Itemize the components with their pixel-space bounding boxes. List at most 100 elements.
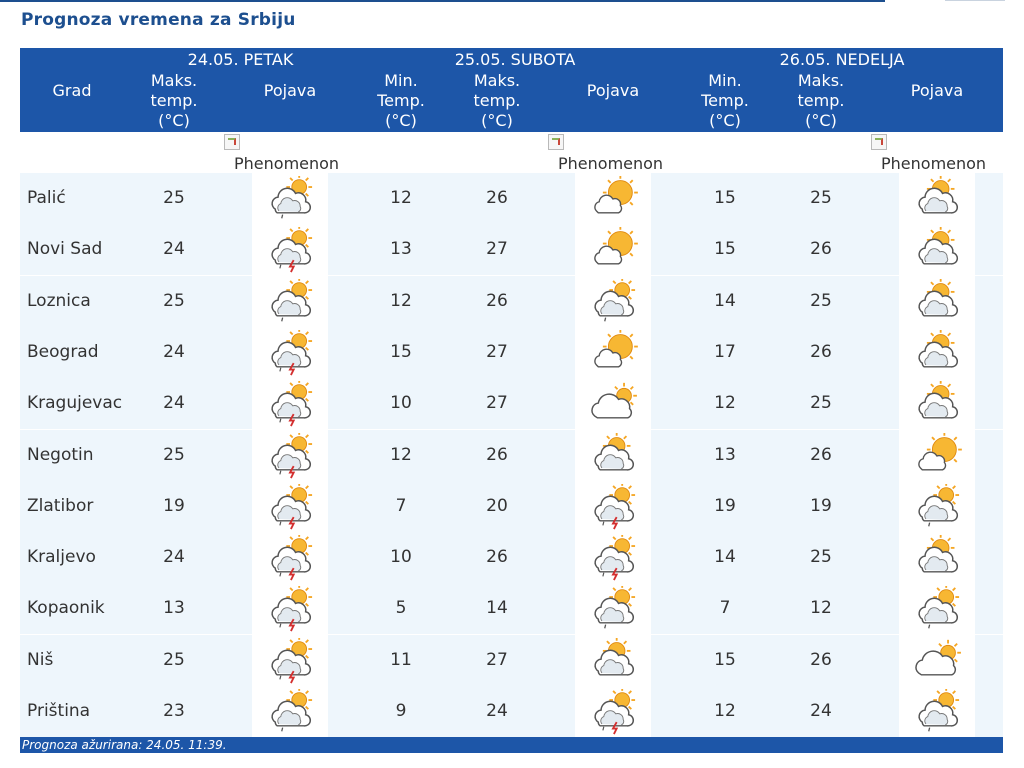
header-max-day3: Maks. temp. (°C): [797, 71, 845, 130]
row-background: [328, 480, 575, 532]
table-row: Zlatibor 19 7 20 19 19: [20, 480, 1003, 532]
day2-max-temp: 27: [486, 393, 508, 414]
row-background: [20, 275, 252, 327]
row-background: [20, 224, 252, 276]
day2-max-temp: 27: [486, 239, 508, 260]
cloud-sun-light-rain-icon: [252, 686, 328, 737]
day3-min-temp: 15: [714, 649, 736, 670]
row-background: [651, 275, 899, 327]
row-background: [651, 429, 899, 481]
broken-image-icon: [224, 134, 240, 150]
day2-min-temp: 12: [390, 444, 412, 465]
city-name: Novi Sad: [27, 239, 103, 260]
city-name: Niš: [27, 649, 54, 670]
row-background: [328, 275, 575, 327]
day3-min-temp: 19: [714, 495, 736, 516]
row-background: [20, 378, 252, 430]
partly-cloudy-icon: [899, 275, 975, 327]
city-name: Kraljevo: [27, 547, 96, 568]
partly-cloudy-icon: [575, 634, 651, 686]
sun-cloud-icon: [575, 326, 651, 378]
sun-cloud-icon: [575, 173, 651, 224]
day3-min-temp: 15: [714, 188, 736, 208]
day1-max-temp: 24: [163, 341, 185, 362]
header-min-day2: Min. Temp. (°C): [377, 71, 425, 130]
row-background: [651, 480, 899, 532]
table-row: Loznica 25 12 26 14 25: [20, 275, 1003, 327]
broken-image-icon: [871, 134, 887, 150]
table-row: Palić 25 12 26 15 25: [20, 173, 1003, 224]
row-background: [328, 173, 575, 224]
row-background: [975, 173, 1003, 224]
day2-min-temp: 15: [390, 341, 412, 362]
day2-max-temp: 14: [486, 598, 508, 619]
day2-min-temp: 13: [390, 239, 412, 260]
header-pojava-day3: Pojava: [910, 81, 964, 100]
cloud-sun-light-rain-icon: [575, 275, 651, 327]
cloud-sun-storm-icon: [575, 686, 651, 737]
table-row: Novi Sad 24 13 27 15 26: [20, 224, 1003, 276]
mostly-cloudy-icon: [575, 378, 651, 430]
header-date-day2: 25.05. SUBOTA: [454, 50, 576, 69]
day2-min-temp: 5: [395, 598, 407, 619]
day2-min-temp: 7: [395, 495, 407, 516]
day3-max-temp: 25: [810, 290, 832, 311]
partly-cloudy-icon: [899, 326, 975, 378]
day1-max-temp: 25: [163, 188, 185, 208]
broken-image-day2: Phenomenon: [544, 132, 664, 174]
partly-cloudy-icon: [899, 224, 975, 276]
day3-min-temp: 14: [714, 290, 736, 311]
header-date-day1: 24.05. PETAK: [187, 50, 294, 69]
partly-cloudy-icon: [899, 378, 975, 430]
footer-updated: Prognoza ažurirana: 24.05. 11:39.: [20, 737, 1003, 753]
day2-max-temp: 26: [486, 188, 508, 208]
day2-max-temp: 20: [486, 495, 508, 516]
day1-max-temp: 19: [163, 495, 185, 516]
cloud-sun-storm-icon: [252, 378, 328, 430]
row-background: [20, 173, 252, 224]
cloud-sun-storm-icon: [252, 634, 328, 686]
day2-min-temp: 10: [390, 393, 412, 414]
city-name: Palić: [27, 188, 66, 208]
day2-min-temp: 12: [390, 290, 412, 311]
cloud-sun-storm-icon: [252, 480, 328, 532]
day2-max-temp: 27: [486, 649, 508, 670]
header-date-day3: 26.05. NEDELJA: [779, 50, 905, 69]
day3-min-temp: 12: [714, 393, 736, 414]
cloud-sun-light-rain-icon: [252, 173, 328, 224]
day2-min-temp: 9: [395, 701, 407, 721]
row-background: [975, 378, 1003, 430]
row-background: [20, 480, 252, 532]
day3-max-temp: 24: [810, 701, 832, 721]
row-background: [651, 634, 899, 686]
day1-max-temp: 25: [163, 444, 185, 465]
cloud-sun-storm-icon: [575, 480, 651, 532]
city-name: Zlatibor: [27, 495, 94, 516]
day1-max-temp: 24: [163, 239, 185, 260]
cloud-sun-storm-icon: [252, 429, 328, 481]
row-background: [975, 634, 1003, 686]
day2-max-temp: 27: [486, 341, 508, 362]
city-name: Priština: [27, 701, 91, 721]
phenomenon-alt-text: Phenomenon: [234, 154, 340, 173]
row-background: [20, 686, 252, 737]
table-row: Kopaonik 13 5 14 7 12: [20, 583, 1003, 635]
cloud-sun-light-rain-icon: [575, 583, 651, 635]
day3-max-temp: 26: [810, 341, 832, 362]
row-background: [20, 429, 252, 481]
phenomenon-alt-text: Phenomenon: [558, 154, 664, 173]
day3-max-temp: 26: [810, 239, 832, 260]
day1-max-temp: 13: [163, 598, 185, 619]
row-background: [975, 686, 1003, 737]
header-max-day1: Maks. temp. (°C): [150, 71, 198, 130]
day2-min-temp: 10: [390, 547, 412, 568]
day3-min-temp: 13: [714, 444, 736, 465]
row-background: [328, 634, 575, 686]
row-background: [328, 532, 575, 584]
header-pojava-day1: Pojava: [263, 81, 317, 100]
row-background: [20, 326, 252, 378]
row-background: [328, 378, 575, 430]
day3-max-temp: 25: [810, 188, 832, 208]
broken-image-icon: [548, 134, 564, 150]
header-min-day3: Min. Temp. (°C): [701, 71, 749, 130]
